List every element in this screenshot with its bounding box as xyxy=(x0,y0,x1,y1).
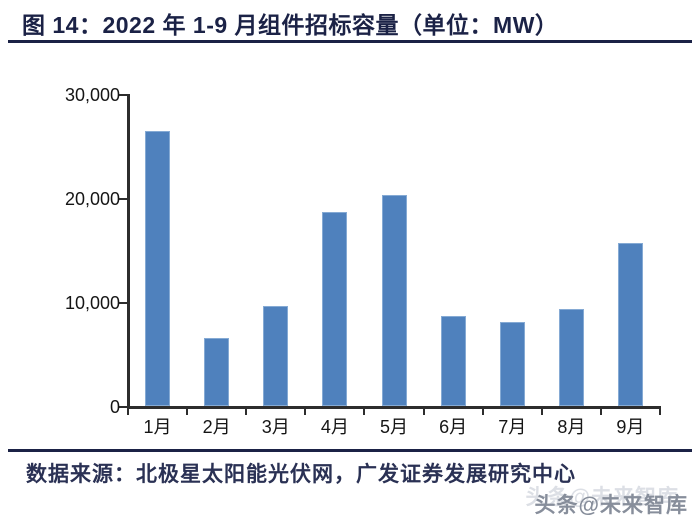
bar-9月 xyxy=(617,243,643,407)
x-tick-label-2月: 2月 xyxy=(202,417,231,437)
x-tick-mark xyxy=(127,408,129,415)
chart-title: 图 14：2022 年 1-9 月组件招标容量（单位：MW） xyxy=(22,12,559,38)
x-tick-mark xyxy=(363,408,366,415)
x-tick-label-7月: 7月 xyxy=(498,417,527,437)
y-axis-line xyxy=(127,94,130,408)
x-tick-label-3月: 3月 xyxy=(261,417,290,437)
x-tick-label-5月: 5月 xyxy=(379,417,408,437)
x-tick-mark xyxy=(304,408,307,415)
bar-1月 xyxy=(145,131,171,407)
y-tick-mark xyxy=(119,405,127,408)
x-tick-mark xyxy=(186,408,189,415)
x-tick-label-6月: 6月 xyxy=(439,417,468,437)
bar-3月 xyxy=(263,305,289,407)
x-tick-mark xyxy=(481,408,484,415)
bar-7月 xyxy=(499,322,525,407)
bar-4月 xyxy=(322,212,348,407)
y-tick-label: 20,000 xyxy=(64,188,120,209)
watermark-text: 头条@未来智库 xyxy=(534,494,688,517)
x-tick-mark xyxy=(422,408,425,415)
x-tick-mark xyxy=(245,408,248,415)
footer-divider-line xyxy=(8,449,692,452)
bar-5月 xyxy=(381,194,407,407)
data-source-note: 数据来源：北极星太阳能光伏网，广发证券发展研究中心 xyxy=(26,462,576,486)
x-tick-label-4月: 4月 xyxy=(320,417,349,437)
y-tick-mark xyxy=(119,197,127,200)
y-tick-label: 10,000 xyxy=(64,292,120,313)
x-tick-label-1月: 1月 xyxy=(143,417,172,437)
y-tick-label: 0 xyxy=(109,396,120,417)
title-divider-line xyxy=(8,40,692,43)
bar-2月 xyxy=(204,337,230,407)
x-tick-label-8月: 8月 xyxy=(557,417,586,437)
bar-8月 xyxy=(558,308,584,407)
y-tick-mark xyxy=(119,94,127,96)
x-tick-mark xyxy=(599,408,602,415)
y-tick-label: 30,000 xyxy=(64,85,120,105)
bar-6月 xyxy=(440,316,466,407)
x-tick-label-9月: 9月 xyxy=(616,417,645,437)
x-tick-mark xyxy=(659,408,661,415)
x-axis-line xyxy=(127,406,661,409)
y-tick-mark xyxy=(119,301,127,304)
x-tick-mark xyxy=(540,408,543,415)
